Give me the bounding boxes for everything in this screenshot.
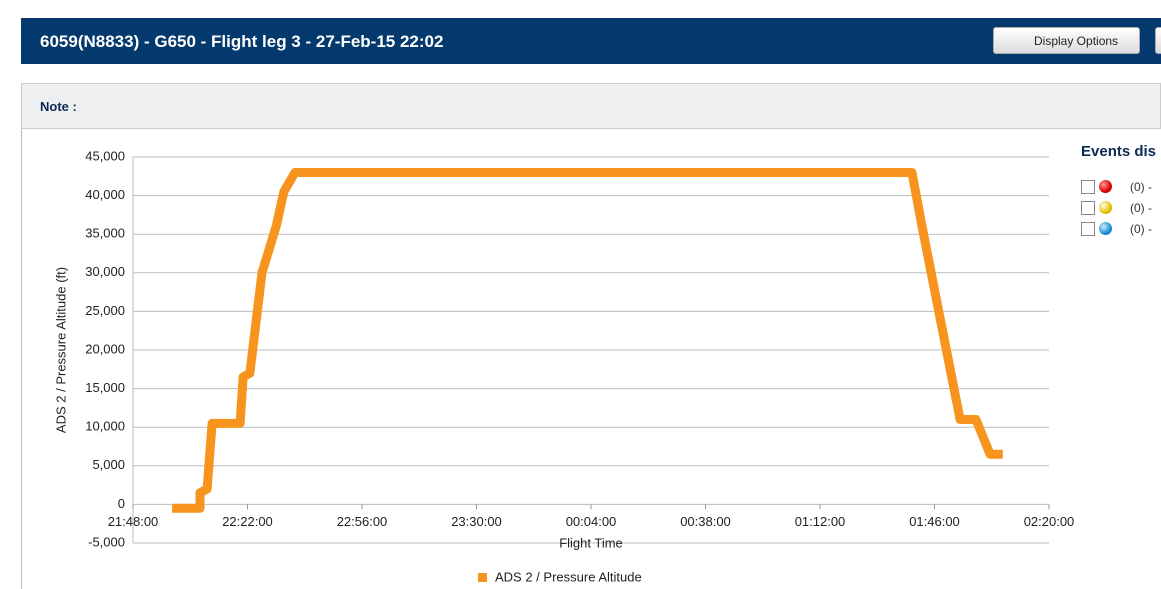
note-label: Note :	[40, 99, 77, 114]
x-tick-label: 00:38:00	[680, 514, 731, 529]
y-tick-label: 40,000	[85, 187, 125, 202]
y-tick-label: 10,000	[85, 419, 125, 434]
extra-button[interactable]	[1155, 27, 1161, 54]
x-tick-label: 22:56:00	[337, 514, 388, 529]
header-title: 6059(N8833) - G650 - Flight leg 3 - 27-F…	[40, 32, 444, 51]
x-tick-label: 22:22:00	[222, 514, 273, 529]
event-row: (0) -	[1081, 197, 1161, 218]
x-tick-label: 23:30:00	[451, 514, 502, 529]
event-icon	[1099, 201, 1112, 214]
legend-swatch	[478, 573, 487, 582]
checkbox[interactable]	[1081, 221, 1095, 236]
header: 6059(N8833) - G650 - Flight leg 3 - 27-F…	[21, 18, 1161, 64]
x-tick-label: 01:12:00	[795, 514, 846, 529]
display-options-button[interactable]: Display Options	[993, 27, 1140, 54]
y-tick-label: 15,000	[85, 380, 125, 395]
x-tick-label: 01:46:00	[909, 514, 960, 529]
x-tick-label: 02:20:00	[1024, 514, 1075, 529]
data-line	[172, 167, 1003, 513]
event-icon	[1099, 180, 1112, 193]
y-tick-label: 35,000	[85, 226, 125, 241]
frame-border	[21, 129, 22, 589]
y-tick-label: 20,000	[85, 341, 125, 356]
events-title: Events dis	[1081, 143, 1157, 160]
event-label: (0) -	[1130, 221, 1152, 236]
y-tick-label: -5,000	[88, 534, 125, 549]
legend-label: ADS 2 / Pressure Altitude	[495, 569, 642, 584]
y-axis-label: ADS 2 / Pressure Altitude (ft)	[53, 267, 68, 433]
x-tick-label: 00:04:00	[566, 514, 617, 529]
y-tick-label: 30,000	[85, 264, 125, 279]
checkbox[interactable]	[1081, 200, 1095, 215]
x-tick-label: 21:48:00	[108, 514, 159, 529]
y-tick-label: 25,000	[85, 303, 125, 318]
event-label: (0) -	[1130, 179, 1152, 194]
event-row: (0) -	[1081, 218, 1161, 239]
y-tick-label: 5,000	[92, 457, 125, 472]
note-bar: Note :	[21, 83, 1161, 129]
checkbox[interactable]	[1081, 179, 1095, 194]
event-label: (0) -	[1130, 200, 1152, 215]
y-tick-label: 0	[118, 496, 125, 511]
x-axis-label: Flight Time	[559, 535, 623, 550]
events-panel: Events dis (0) - (0) - (0) -	[1081, 143, 1161, 239]
y-tick-label: 45,000	[85, 148, 125, 163]
event-row: (0) -	[1081, 176, 1161, 197]
event-icon	[1099, 222, 1112, 235]
